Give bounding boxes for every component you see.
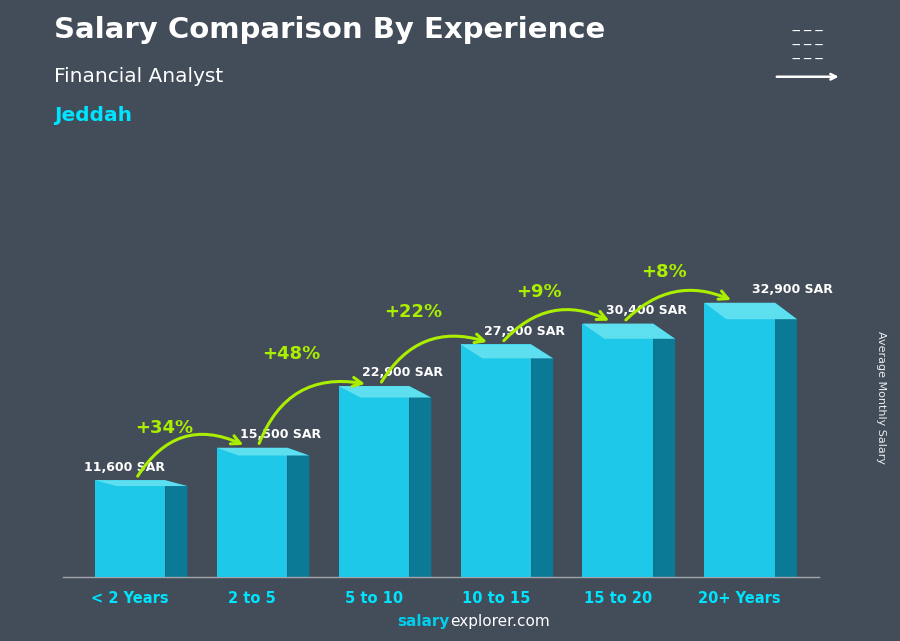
Polygon shape bbox=[461, 344, 554, 358]
Text: +8%: +8% bbox=[642, 263, 687, 281]
Text: +48%: +48% bbox=[262, 345, 320, 363]
Polygon shape bbox=[338, 386, 431, 397]
Text: 22,900 SAR: 22,900 SAR bbox=[362, 367, 443, 379]
Polygon shape bbox=[531, 344, 554, 577]
Bar bbox=[461, 344, 531, 577]
Text: salary: salary bbox=[398, 615, 450, 629]
Polygon shape bbox=[94, 480, 187, 486]
Text: explorer.com: explorer.com bbox=[450, 615, 550, 629]
Text: +22%: +22% bbox=[384, 303, 442, 321]
Text: 27,900 SAR: 27,900 SAR bbox=[483, 325, 564, 338]
Polygon shape bbox=[410, 386, 431, 577]
Bar bbox=[338, 386, 410, 577]
Text: +34%: +34% bbox=[135, 419, 194, 437]
Bar bbox=[582, 324, 653, 577]
Polygon shape bbox=[653, 324, 675, 577]
Text: — — —: — — — bbox=[792, 40, 824, 49]
Polygon shape bbox=[166, 480, 187, 577]
Polygon shape bbox=[217, 447, 310, 456]
Bar bbox=[705, 303, 775, 577]
Text: Salary Comparison By Experience: Salary Comparison By Experience bbox=[54, 16, 605, 44]
Text: 30,400 SAR: 30,400 SAR bbox=[606, 304, 687, 317]
Text: — — —: — — — bbox=[792, 54, 824, 63]
Polygon shape bbox=[287, 447, 310, 577]
Text: +9%: +9% bbox=[516, 283, 562, 301]
Text: 11,600 SAR: 11,600 SAR bbox=[84, 461, 165, 474]
Bar bbox=[217, 447, 287, 577]
Text: 15,500 SAR: 15,500 SAR bbox=[239, 428, 321, 441]
Polygon shape bbox=[775, 303, 797, 577]
Text: — — —: — — — bbox=[792, 26, 824, 35]
Polygon shape bbox=[582, 324, 675, 339]
Text: Average Monthly Salary: Average Monthly Salary bbox=[877, 331, 886, 464]
Text: Financial Analyst: Financial Analyst bbox=[54, 67, 223, 87]
Bar bbox=[94, 480, 166, 577]
Polygon shape bbox=[705, 303, 797, 319]
Text: 32,900 SAR: 32,900 SAR bbox=[752, 283, 833, 296]
Text: Jeddah: Jeddah bbox=[54, 106, 132, 125]
